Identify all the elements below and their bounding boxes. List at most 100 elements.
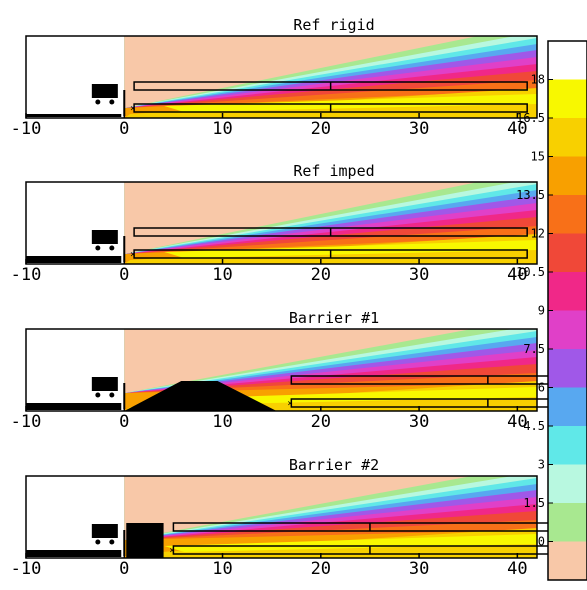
chart-panel: Ref imped × -10 0 10 20 30 40 [11, 162, 538, 285]
colorbar-segment [548, 541, 587, 580]
truck-wheel [109, 392, 115, 398]
x-tick-label: 0 [119, 265, 129, 285]
truck-body [91, 377, 118, 391]
contour-band [124, 329, 537, 393]
ground-line [26, 550, 122, 557]
contour-band [124, 182, 537, 254]
colorbar-segment [548, 233, 587, 272]
contour-field [26, 329, 537, 411]
receiver-marker: × [287, 399, 292, 409]
colorbar-tick-label: 6 [538, 381, 545, 395]
colorbar-segment [548, 272, 587, 311]
x-tick-label: 20 [311, 119, 331, 139]
x-tick-label: 0 [119, 559, 129, 579]
colorbar-tick-label: 7.5 [523, 342, 545, 356]
colorbar-segment [548, 387, 587, 426]
ground-line [26, 256, 122, 263]
colorbar-tick-label: 12 [531, 227, 545, 241]
colorbar-tick-label: 3 [538, 458, 545, 472]
truck-wheel [95, 99, 101, 105]
contour-band [164, 387, 537, 405]
receiver-marker: × [130, 250, 135, 260]
colorbar-tick-label: 10.5 [516, 265, 545, 279]
contour-band [164, 94, 537, 112]
ground-line [26, 403, 122, 410]
panel-frame [25, 35, 538, 119]
x-tick-label: 10 [212, 412, 232, 432]
ground-line [26, 114, 122, 117]
x-tick-label: 30 [409, 119, 429, 139]
colorbar-segment [548, 118, 587, 157]
truck-wheel [109, 539, 115, 545]
x-tick-label: -10 [11, 119, 42, 139]
truck-icon [91, 84, 118, 105]
x-tick-label: 10 [212, 119, 232, 139]
background-region [26, 36, 125, 118]
colorbar-segment [548, 156, 587, 195]
truck-body [91, 84, 118, 98]
background-region [26, 476, 125, 558]
x-tick-label: -10 [11, 412, 42, 432]
x-tick-label: 30 [409, 265, 429, 285]
colorbar-tick-label: 15 [531, 150, 545, 164]
truck-body [91, 230, 118, 244]
colorbar-segment [548, 349, 587, 388]
colorbar-tick-label: 9 [538, 304, 545, 318]
panel-title: Barrier #2 [289, 456, 379, 474]
contour-band [164, 534, 537, 552]
contour-field [26, 476, 537, 558]
x-tick-label: 0 [119, 412, 129, 432]
x-tick-label: 20 [311, 265, 331, 285]
truck-icon [91, 230, 118, 251]
contour-band [164, 240, 537, 258]
x-tick-label: 0 [119, 119, 129, 139]
truck-wheel [95, 392, 101, 398]
colorbar-segment [548, 464, 587, 503]
x-tick-label: 20 [311, 559, 331, 579]
colorbar-segment [548, 503, 587, 542]
colorbar-tick-label: 13.5 [516, 188, 545, 202]
x-tick-label: 40 [507, 412, 527, 432]
colorbar-tick-label: 1.5 [523, 496, 545, 510]
colorbar-segment [548, 195, 587, 234]
panel-frame [25, 475, 538, 559]
colorbar-tick-label: 0 [538, 535, 545, 549]
panel-frame [25, 328, 538, 412]
panel-title: Ref imped [293, 162, 374, 180]
colorbar-tick-label: 4.5 [523, 419, 545, 433]
x-tick-label: -10 [11, 559, 42, 579]
truck-icon [91, 524, 118, 545]
colorbar-segment [548, 426, 587, 465]
truck-icon [91, 377, 118, 398]
truck-wheel [95, 245, 101, 251]
receiver-marker: × [169, 546, 174, 556]
panel-title: Ref rigid [293, 16, 374, 34]
truck-wheel [95, 539, 101, 545]
truck-wheel [109, 99, 115, 105]
x-tick-label: 10 [212, 265, 232, 285]
background-region [26, 329, 125, 411]
x-tick-label: 40 [507, 559, 527, 579]
colorbar-segment [548, 310, 587, 349]
x-tick-label: 20 [311, 412, 331, 432]
colorbar-tick-label: 16.5 [516, 111, 545, 125]
x-tick-label: -10 [11, 265, 42, 285]
colorbar-tick-label: 18 [531, 73, 545, 87]
panel-title: Barrier #1 [289, 309, 379, 327]
berm-barrier [124, 381, 277, 411]
wall-barrier [126, 523, 164, 558]
panel-frame [25, 181, 538, 265]
chart-panel: Barrier #2×-10 0 10 20 30 40 [11, 456, 558, 579]
contour-band [124, 476, 537, 540]
truck-body [91, 524, 118, 538]
chart-panel: Ref rigid × -10 0 10 20 30 40 [11, 16, 538, 139]
x-tick-label: 10 [212, 559, 232, 579]
x-tick-label: 40 [507, 119, 527, 139]
contour-field [26, 36, 537, 118]
x-tick-label: 30 [409, 412, 429, 432]
x-tick-label: 30 [409, 559, 429, 579]
colorbar-segment [548, 79, 587, 118]
receiver-marker: × [130, 104, 135, 114]
x-tick-label: 40 [507, 265, 527, 285]
